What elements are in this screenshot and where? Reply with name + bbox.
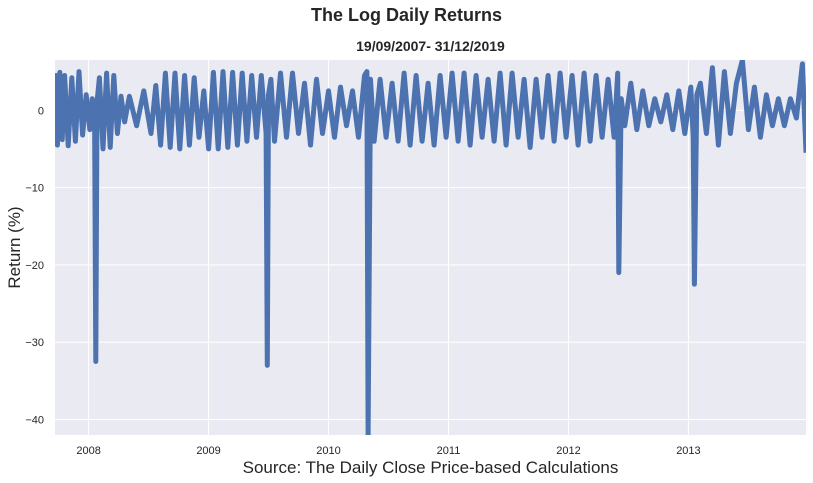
x-tick-label: 2011 [437, 445, 461, 457]
y-tick-label: 0 [38, 105, 44, 117]
y-axis-label: Return (%) [5, 206, 24, 288]
x-tick-label: 2010 [316, 445, 340, 457]
y-tick-label: −30 [25, 337, 44, 349]
y-tick-label: −40 [25, 415, 44, 427]
x-tick-label: 2013 [676, 445, 700, 457]
chart-title: 19/09/2007- 31/12/2019 [356, 38, 505, 54]
x-axis-label: Source: The Daily Close Price-based Calc… [243, 458, 619, 477]
x-tick-label: 2012 [556, 445, 580, 457]
series-line-0 [55, 60, 806, 435]
tick-labels: 0 −10 −20 −30 −40 2008 2009 2010 2011 2012 2013 [25, 105, 700, 457]
figure-suptitle: The Log Daily Returns [310, 5, 503, 25]
series-group [55, 60, 806, 435]
x-tick-label: 2008 [76, 445, 100, 457]
x-tick-label: 2009 [196, 445, 220, 457]
y-tick-label: −10 [25, 183, 44, 195]
y-tick-label: −20 [25, 260, 44, 272]
